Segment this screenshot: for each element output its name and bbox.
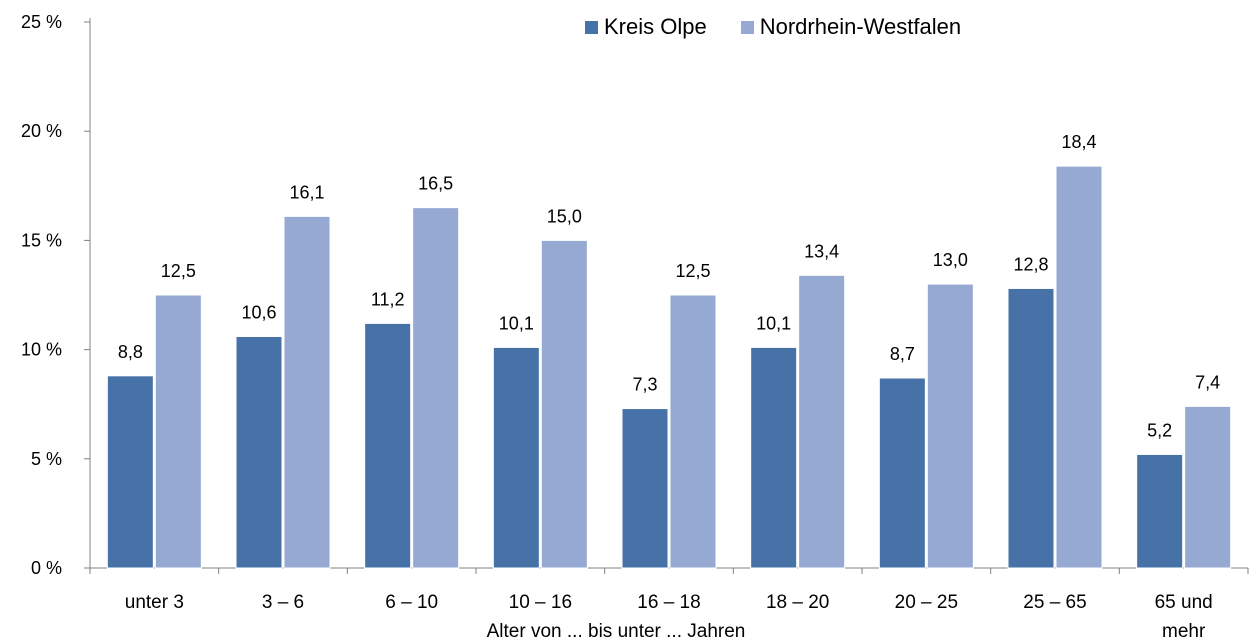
bar bbox=[878, 377, 926, 569]
x-tick-label: 65 und mehr bbox=[1155, 592, 1213, 642]
data-label: 7,3 bbox=[632, 375, 657, 395]
data-label: 10,1 bbox=[756, 313, 791, 333]
x-tick-label: 16 – 18 bbox=[637, 592, 700, 613]
bar bbox=[540, 239, 588, 569]
y-tick-label: 25 % bbox=[21, 12, 62, 32]
data-label: 15,0 bbox=[547, 206, 582, 226]
bar bbox=[106, 375, 154, 569]
data-label: 8,8 bbox=[118, 342, 143, 362]
y-tick-label: 15 % bbox=[21, 230, 62, 250]
bar bbox=[1184, 405, 1232, 569]
bar bbox=[750, 346, 798, 569]
bar bbox=[669, 294, 717, 569]
legend-item-nrw: Nordrhein-Westfalen bbox=[740, 14, 962, 40]
data-label: 10,1 bbox=[499, 313, 534, 333]
bar bbox=[1055, 165, 1103, 569]
bar bbox=[364, 322, 412, 569]
data-label: 8,7 bbox=[890, 344, 915, 364]
bar bbox=[1007, 287, 1055, 569]
data-label: 10,6 bbox=[241, 302, 276, 322]
y-tick-label: 10 % bbox=[21, 340, 62, 360]
data-label: 7,4 bbox=[1195, 372, 1220, 392]
bar bbox=[235, 335, 283, 569]
x-tick-label: 25 – 65 bbox=[1023, 592, 1086, 613]
x-tick-label: 18 – 20 bbox=[766, 592, 829, 613]
x-tick-label: 20 – 25 bbox=[895, 592, 958, 613]
data-label: 13,4 bbox=[804, 241, 839, 261]
data-label: 12,5 bbox=[161, 261, 196, 281]
legend: Kreis Olpe Nordrhein-Westfalen bbox=[585, 14, 995, 40]
data-label: 12,5 bbox=[675, 261, 710, 281]
bar bbox=[926, 283, 974, 569]
data-label: 16,5 bbox=[418, 174, 453, 194]
data-label: 16,1 bbox=[289, 182, 324, 202]
legend-label-nrw: Nordrhein-Westfalen bbox=[759, 14, 962, 39]
data-label: 12,8 bbox=[1013, 254, 1048, 274]
data-label: 13,0 bbox=[933, 250, 968, 270]
legend-swatch-nrw bbox=[740, 20, 754, 34]
y-tick-label: 5 % bbox=[31, 449, 62, 469]
data-label: 5,2 bbox=[1147, 420, 1172, 440]
legend-label-kreis-olpe: Kreis Olpe bbox=[604, 14, 707, 39]
bar bbox=[1136, 453, 1184, 569]
legend-swatch-kreis-olpe bbox=[585, 20, 598, 34]
x-tick-label: 6 – 10 bbox=[385, 592, 438, 613]
x-axis-title: Alter von ... bis unter ... Jahren bbox=[487, 621, 746, 642]
bar bbox=[621, 408, 669, 569]
x-tick-label: unter 3 bbox=[125, 592, 184, 613]
y-tick-label: 20 % bbox=[21, 121, 62, 141]
bar bbox=[154, 294, 202, 569]
bar bbox=[412, 207, 460, 569]
bar bbox=[798, 274, 846, 569]
data-label: 18,4 bbox=[1061, 132, 1096, 152]
bar bbox=[492, 346, 540, 569]
x-tick-label: 10 – 16 bbox=[509, 592, 572, 613]
legend-item-kreis-olpe: Kreis Olpe bbox=[585, 14, 707, 40]
x-tick-label: 3 – 6 bbox=[262, 592, 304, 613]
data-label: 11,2 bbox=[371, 289, 405, 309]
y-tick-label: 0 % bbox=[31, 558, 62, 578]
bar bbox=[283, 215, 331, 569]
